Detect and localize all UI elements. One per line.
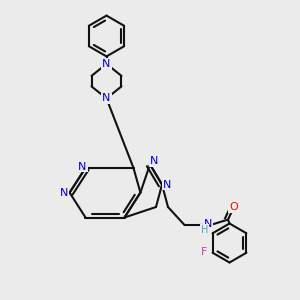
Text: N: N — [149, 156, 158, 167]
Text: N: N — [60, 188, 68, 198]
Text: N: N — [204, 219, 212, 229]
Text: N: N — [102, 59, 111, 69]
Text: O: O — [229, 202, 238, 212]
Text: N: N — [78, 161, 87, 172]
Text: N: N — [102, 93, 111, 103]
Text: N: N — [163, 179, 172, 190]
Text: H: H — [201, 225, 208, 235]
Text: F: F — [201, 247, 207, 257]
